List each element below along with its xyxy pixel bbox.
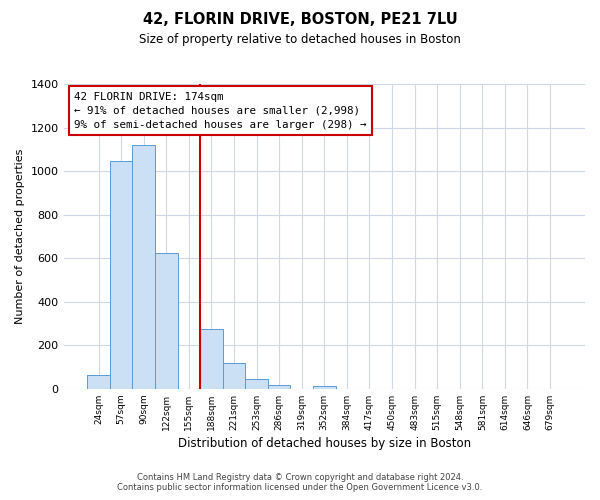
Text: Size of property relative to detached houses in Boston: Size of property relative to detached ho… xyxy=(139,32,461,46)
Text: 42, FLORIN DRIVE, BOSTON, PE21 7LU: 42, FLORIN DRIVE, BOSTON, PE21 7LU xyxy=(143,12,457,28)
Text: Contains HM Land Registry data © Crown copyright and database right 2024.
Contai: Contains HM Land Registry data © Crown c… xyxy=(118,473,482,492)
Bar xyxy=(245,379,268,389)
X-axis label: Distribution of detached houses by size in Boston: Distribution of detached houses by size … xyxy=(178,437,471,450)
Y-axis label: Number of detached properties: Number of detached properties xyxy=(15,148,25,324)
Bar xyxy=(133,145,155,389)
Bar xyxy=(155,254,178,389)
Bar xyxy=(313,386,335,389)
Bar xyxy=(200,329,223,389)
Bar xyxy=(268,385,290,389)
Bar xyxy=(87,374,110,389)
Bar xyxy=(223,362,245,389)
Bar xyxy=(110,160,133,389)
Text: 42 FLORIN DRIVE: 174sqm
← 91% of detached houses are smaller (2,998)
9% of semi-: 42 FLORIN DRIVE: 174sqm ← 91% of detache… xyxy=(74,92,367,130)
